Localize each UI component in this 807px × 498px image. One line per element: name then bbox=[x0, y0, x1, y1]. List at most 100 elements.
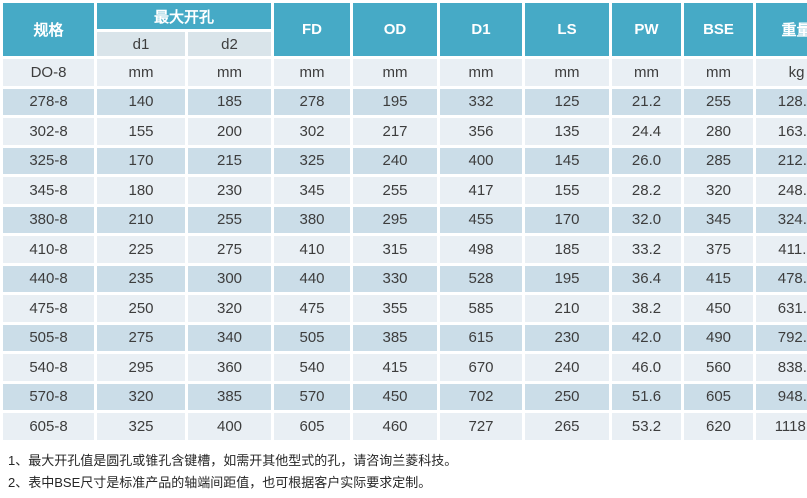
value-cell: 455 bbox=[440, 206, 523, 233]
value-cell: 42.0 bbox=[612, 324, 682, 351]
value-cell: 570 bbox=[274, 383, 351, 410]
value-cell: 28.2 bbox=[612, 177, 682, 204]
value-cell: 195 bbox=[353, 88, 438, 115]
value-cell: 32.0 bbox=[612, 206, 682, 233]
footnote-1: 1、最大开孔值是圆孔或锥孔含键槽，如需开其他型式的孔，请咨询兰菱科技。 bbox=[8, 452, 458, 468]
value-cell: 170 bbox=[97, 147, 185, 174]
header-fd: FD bbox=[274, 3, 351, 56]
value-cell: 210 bbox=[97, 206, 185, 233]
value-cell: 375 bbox=[684, 236, 754, 263]
value-cell: 605 bbox=[274, 413, 351, 440]
spec-cell: 440-8 bbox=[3, 265, 94, 292]
value-cell: 300 bbox=[188, 265, 272, 292]
spec-cell: 540-8 bbox=[3, 354, 94, 381]
value-cell: 275 bbox=[97, 324, 185, 351]
value-cell: 125 bbox=[525, 88, 610, 115]
value-cell: 217 bbox=[353, 118, 438, 145]
value-cell: 490 bbox=[684, 324, 754, 351]
spec-cell: DO-8 bbox=[3, 59, 94, 86]
value-cell: 505 bbox=[274, 324, 351, 351]
value-cell: mm bbox=[188, 59, 272, 86]
value-cell: 330 bbox=[353, 265, 438, 292]
value-cell: 324.2 bbox=[756, 206, 807, 233]
value-cell: 440 bbox=[274, 265, 351, 292]
spec-cell: 302-8 bbox=[3, 118, 94, 145]
value-cell: 380 bbox=[274, 206, 351, 233]
value-cell: 345 bbox=[274, 177, 351, 204]
spec-table: 规格 最大开孔 FD OD D1 LS PW BSE 重量 d1 d2 DO-8… bbox=[3, 3, 807, 440]
value-cell: 478.8 bbox=[756, 265, 807, 292]
table-header: 规格 最大开孔 FD OD D1 LS PW BSE 重量 d1 d2 bbox=[3, 3, 807, 56]
value-cell: 410 bbox=[274, 236, 351, 263]
value-cell: 356 bbox=[440, 118, 523, 145]
value-cell: 560 bbox=[684, 354, 754, 381]
value-cell: 255 bbox=[353, 177, 438, 204]
value-cell: 140 bbox=[97, 88, 185, 115]
value-cell: 302 bbox=[274, 118, 351, 145]
value-cell: 400 bbox=[188, 413, 272, 440]
value-cell: 24.4 bbox=[612, 118, 682, 145]
value-cell: 315 bbox=[353, 236, 438, 263]
spec-cell: 605-8 bbox=[3, 413, 94, 440]
value-cell: mm bbox=[684, 59, 754, 86]
value-cell: 620 bbox=[684, 413, 754, 440]
header-ls: LS bbox=[525, 3, 610, 56]
value-cell: 255 bbox=[684, 88, 754, 115]
header-max-opening: 最大开孔 bbox=[97, 3, 272, 29]
value-cell: 727 bbox=[440, 413, 523, 440]
value-cell: 51.6 bbox=[612, 383, 682, 410]
value-cell: 36.4 bbox=[612, 265, 682, 292]
value-cell: 278 bbox=[274, 88, 351, 115]
spec-cell: 475-8 bbox=[3, 295, 94, 322]
value-cell: 320 bbox=[188, 295, 272, 322]
subheader-d2: d2 bbox=[188, 32, 272, 56]
value-cell: 498 bbox=[440, 236, 523, 263]
value-cell: 200 bbox=[188, 118, 272, 145]
value-cell: 325 bbox=[274, 147, 351, 174]
value-cell: 145 bbox=[525, 147, 610, 174]
value-cell: 615 bbox=[440, 324, 523, 351]
value-cell: 345 bbox=[684, 206, 754, 233]
value-cell: 540 bbox=[274, 354, 351, 381]
header-d1-col: D1 bbox=[440, 3, 523, 56]
value-cell: 415 bbox=[684, 265, 754, 292]
units-row: DO-8 mm mm mm mm mm mm mm mm kg bbox=[3, 59, 807, 86]
value-cell: 33.2 bbox=[612, 236, 682, 263]
value-cell: 285 bbox=[684, 147, 754, 174]
value-cell: 53.2 bbox=[612, 413, 682, 440]
spec-cell: 570-8 bbox=[3, 383, 94, 410]
value-cell: 180 bbox=[97, 177, 185, 204]
value-cell: 185 bbox=[188, 88, 272, 115]
value-cell: 670 bbox=[440, 354, 523, 381]
value-cell: mm bbox=[612, 59, 682, 86]
value-cell: 235 bbox=[97, 265, 185, 292]
value-cell: 230 bbox=[525, 324, 610, 351]
value-cell: 838.6 bbox=[756, 354, 807, 381]
value-cell: 417 bbox=[440, 177, 523, 204]
value-cell: 210 bbox=[525, 295, 610, 322]
header-pw: PW bbox=[612, 3, 682, 56]
value-cell: 240 bbox=[353, 147, 438, 174]
value-cell: 360 bbox=[188, 354, 272, 381]
value-cell: 46.0 bbox=[612, 354, 682, 381]
spec-cell: 345-8 bbox=[3, 177, 94, 204]
spec-cell: 325-8 bbox=[3, 147, 94, 174]
value-cell: 325 bbox=[97, 413, 185, 440]
footnote-2: 2、表中BSE尺寸是标准产品的轴端间距值，也可根据客户实际要求定制。 bbox=[8, 474, 432, 490]
header-weight: 重量 bbox=[756, 3, 807, 56]
spec-cell: 505-8 bbox=[3, 324, 94, 351]
value-cell: 792.8 bbox=[756, 324, 807, 351]
value-cell: 295 bbox=[353, 206, 438, 233]
value-cell: 460 bbox=[353, 413, 438, 440]
value-cell: mm bbox=[97, 59, 185, 86]
value-cell: 212.3 bbox=[756, 147, 807, 174]
value-cell: 240 bbox=[525, 354, 610, 381]
